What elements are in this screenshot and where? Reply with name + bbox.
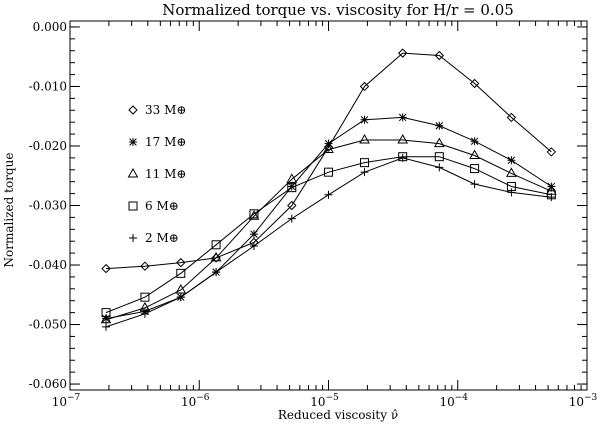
data-point-plus <box>287 214 296 223</box>
data-point-diamond <box>101 263 111 274</box>
legend-item: 11 M⊕ <box>127 167 186 181</box>
data-point-plus <box>140 309 149 318</box>
y-axis-label: Normalized torque <box>2 153 16 268</box>
series-line <box>105 156 552 314</box>
data-point-square <box>434 152 444 162</box>
x-tick-exponent: −4 <box>455 393 469 403</box>
data-point-plus <box>249 241 258 250</box>
x-tick-label: 10−6 <box>181 393 210 409</box>
data-point-plus <box>102 322 111 331</box>
data-point-triangle <box>359 134 370 144</box>
y-tick-label: -0.030 <box>29 199 67 213</box>
data-point-square <box>287 183 297 193</box>
data-point-diamond <box>287 200 297 211</box>
data-point-square <box>360 158 370 168</box>
data-point-diamond <box>128 105 138 115</box>
y-tick-label: -0.010 <box>29 79 67 93</box>
series-line <box>105 139 552 321</box>
x-tick-exponent: −5 <box>326 393 340 403</box>
data-point-asterisk <box>249 230 258 239</box>
data-point-triangle <box>323 143 334 154</box>
series-layer <box>100 48 557 331</box>
data-point-square <box>249 209 259 219</box>
data-point-square <box>101 308 111 318</box>
data-point-triangle <box>175 283 187 294</box>
y-tick-label: -0.060 <box>29 377 67 391</box>
data-point-square <box>324 167 333 177</box>
data-point-triangle <box>433 137 445 148</box>
x-axis-label: Reduced viscosity ν̂ <box>278 408 398 422</box>
data-point-diamond <box>506 112 517 123</box>
x-tick-exponent: −6 <box>196 393 210 403</box>
y-tick-label: -0.040 <box>29 258 67 272</box>
legend-label: 11 M⊕ <box>145 167 186 181</box>
x-tick-exponent: −3 <box>584 393 598 403</box>
y-tick-label: 0.000 <box>33 20 67 34</box>
data-point-asterisk <box>507 156 516 165</box>
data-point-triangle <box>506 167 517 177</box>
data-point-plus <box>398 153 407 162</box>
chart-title: Normalized torque vs. viscosity for H/r … <box>162 1 514 19</box>
legend-label: 2 M⊕ <box>145 231 179 245</box>
series <box>102 153 556 331</box>
data-point-plus <box>129 234 137 242</box>
y-tick-label: -0.050 <box>29 318 67 332</box>
data-point-asterisk <box>470 137 479 146</box>
data-point-asterisk <box>398 113 407 122</box>
series <box>100 134 557 324</box>
legend-label: 6 M⊕ <box>145 199 179 213</box>
x-tick-label: 10−5 <box>310 393 339 409</box>
data-point-diamond <box>397 48 408 58</box>
x-tick-label: 10−7 <box>52 393 81 409</box>
legend-item: 2 M⊕ <box>129 231 179 245</box>
data-point-diamond <box>176 257 186 268</box>
data-point-square <box>140 292 150 302</box>
data-point-asterisk <box>129 138 137 146</box>
data-point-plus <box>507 188 516 197</box>
data-point-square <box>128 201 138 211</box>
y-tick-label: -0.020 <box>29 139 67 153</box>
data-point-diamond <box>546 147 557 157</box>
x-tick-exponent: −7 <box>67 393 81 403</box>
series <box>101 152 556 318</box>
data-point-plus <box>324 190 333 199</box>
data-point-asterisk <box>360 115 369 124</box>
legend-item: 17 M⊕ <box>129 135 186 149</box>
data-point-square <box>176 268 186 278</box>
data-point-triangle <box>286 173 298 183</box>
data-point-asterisk <box>435 121 444 130</box>
data-point-plus <box>435 163 444 172</box>
data-point-triangle <box>397 134 409 144</box>
data-point-triangle <box>127 167 139 178</box>
data-point-diamond <box>140 261 150 271</box>
legend-item: 6 M⊕ <box>128 199 179 213</box>
data-point-diamond <box>434 50 445 61</box>
data-point-diamond <box>211 253 221 263</box>
legend-label: 17 M⊕ <box>145 135 186 149</box>
data-point-plus <box>470 180 479 189</box>
data-point-plus <box>547 193 556 202</box>
x-tick-label: 10−3 <box>569 393 598 409</box>
data-point-square <box>470 164 480 174</box>
data-point-plus <box>212 268 221 277</box>
legend-label: 33 M⊕ <box>145 103 186 117</box>
x-tick-label: 10−4 <box>439 393 468 409</box>
data-point-plus <box>360 168 369 177</box>
data-point-diamond <box>469 78 480 89</box>
data-point-triangle <box>100 313 112 324</box>
axes: 10−7 10−6 10−5 10−4 10−3 0.000 -0.010 -0.020 -0.… <box>29 20 598 409</box>
data-point-triangle <box>469 149 480 160</box>
data-point-triangle <box>210 251 222 262</box>
data-point-square <box>211 240 221 250</box>
data-point-asterisk <box>287 182 296 191</box>
data-point-asterisk <box>102 314 111 323</box>
legend: 33 M⊕ 17 M⊕ 11 M⊕ 6 M⊕ 2 M⊕ <box>127 103 186 245</box>
data-point-diamond <box>359 81 370 92</box>
data-point-plus <box>176 293 185 302</box>
legend-item: 33 M⊕ <box>128 103 186 117</box>
